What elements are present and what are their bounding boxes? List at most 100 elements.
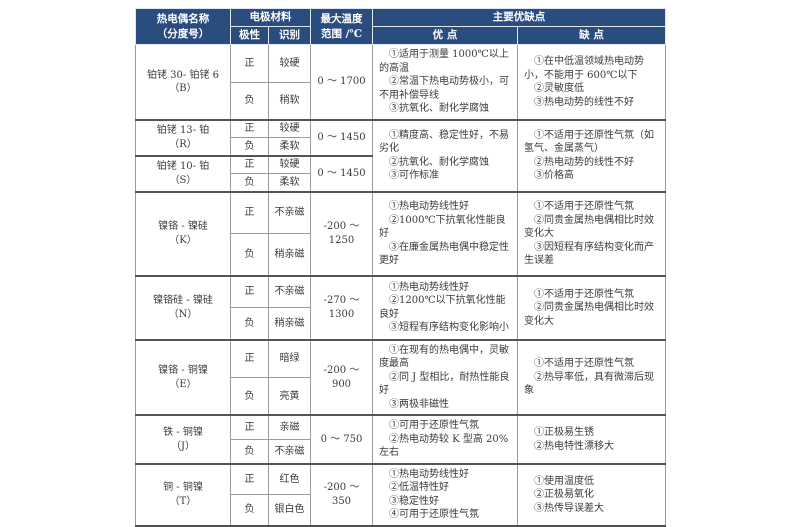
temp-range-cell: 0 ～ 1450 xyxy=(310,118,373,157)
table-row: 负 柔软 xyxy=(136,173,666,193)
identification-cell: 暗绿 xyxy=(268,338,311,379)
table-row: 铜 - 铜镍 （T） 正 红色 -200 ～ 350 ①热电动势线性好 ②低温特… xyxy=(135,462,666,527)
thermocouple-name: 镍铬硅 - 镍硅 （N） xyxy=(135,274,231,341)
pros-item: ②同 J 型相比，耐热性能良好 xyxy=(379,371,510,397)
polarity-cell: 正 xyxy=(230,190,269,235)
pros-item: ④可用于还原性气氛 xyxy=(389,509,479,521)
identification-cell: 亮黄 xyxy=(268,377,311,416)
pros-item: ③可作标准 xyxy=(389,170,439,182)
pros-item: ②热电动势较 K 型高 20% 左右 xyxy=(379,433,509,459)
pros-item: ②低温特性好 xyxy=(389,482,449,494)
table-row: 铁 - 铜镍 （J） 正 亲磁 0 ～ 750 ①可用于还原性气氛 ②热电动势较… xyxy=(135,414,666,465)
thermocouple-name: 铜 - 铜镍 （T） xyxy=(135,462,231,527)
identification-cell: 亲磁 xyxy=(268,414,311,441)
cons-item: ②同贵金属热电偶相比时效变化大 xyxy=(524,214,654,240)
col-header-temp-line1: 最大温度 xyxy=(320,12,363,25)
advantages-cell: ①热电动势线性好 ②1200℃以下抗氧化性能良好 ③短程有序结构变化影响小 xyxy=(372,274,518,341)
identification-cell: 较硬 xyxy=(268,154,311,175)
pros-item: ②1000℃下抗氧化性能良好 xyxy=(379,214,506,240)
disadvantages-cell: ①正极易生锈 ②热电特性漂移大 xyxy=(517,414,666,465)
table-row: 负 亮黄 xyxy=(136,377,666,416)
cons-item: ①不适用于还原性气氛（如氢气、金属蒸气） xyxy=(524,129,654,155)
cons-item: ②同贵金属热电偶相比时效变化大 xyxy=(524,302,654,327)
polarity-cell: 正 xyxy=(230,462,269,496)
pros-item: ①热电动势线性好 xyxy=(389,201,469,213)
advantages-cell: ①适用于测量 1000℃以上的高温 ②常温下热电动势极小，可不用补偿导线 ③抗氧… xyxy=(372,44,518,121)
temp-range-cell: -270 ～ 1300 xyxy=(310,274,373,341)
disadvantages-cell: ①不适用于还原性气氛 ②同贵金属热电偶相比时效变化大 ③因短程有序结构变化而产生… xyxy=(517,190,666,277)
cons-item: ①不适用于还原性气氛 xyxy=(534,358,634,370)
name-text: 镍铬 - 铜镍 xyxy=(158,365,208,377)
advantages-cell: ①在现有的热电偶中，灵敏度最高 ②同 J 型相比，耐热性能良好 ③两极非磁性 xyxy=(372,338,518,416)
thermocouple-name: 镍铬 - 镍硅 （K） xyxy=(135,190,231,277)
header-row-2: 极性 识别 优 点 缺 点 xyxy=(136,26,666,46)
pros-item: ③两极非磁性 xyxy=(389,398,449,410)
disadvantages-cell: ①不适用于还原性气氛（如氢气、金属蒸气） ②热电动势的线性不好 ③价格高 xyxy=(517,118,666,193)
col-header-pros-cons: 主要优缺点 xyxy=(372,7,666,28)
cons-item: ②热导率低，具有微滞后现象 xyxy=(524,371,654,397)
identification-cell: 红色 xyxy=(268,462,311,496)
thermocouple-name: 铂铑 30- 铂铑 6 （B） xyxy=(135,44,231,121)
identification-cell: 较硬 xyxy=(268,118,311,139)
polarity-cell: 负 xyxy=(230,439,269,465)
advantages-cell: ①热电动势线性好 ②低温特性好 ③稳定性好 ④可用于还原性气氛 xyxy=(372,462,518,527)
thermocouple-name: 铁 - 铜镍 （J） xyxy=(135,414,231,465)
col-header-name: 热电偶名称 （分度号） xyxy=(135,7,231,46)
thermocouple-table-container: 热电偶名称 （分度号） 电极材料 最大温度 范围 /℃ 主要优缺点 极性 识别 … xyxy=(135,7,666,527)
table-row: 镍铬 - 铜镍 （E） 正 暗绿 -200 ～ 900 ①在现有的热电偶中，灵敏… xyxy=(135,338,666,416)
cons-item: ①使用温度低 xyxy=(534,475,594,487)
advantages-cell: ①可用于还原性气氛 ②热电动势较 K 型高 20% 左右 xyxy=(372,414,518,465)
polarity-cell: 负 xyxy=(230,137,269,157)
thermocouple-name: 铂铑 10- 铂 （S） xyxy=(135,154,231,193)
polarity-cell: 正 xyxy=(230,414,269,441)
name-text: 铂铑 30- 铂铑 6 xyxy=(146,69,219,81)
polarity-cell: 正 xyxy=(230,338,269,379)
cons-item: ③热传导误差大 xyxy=(534,502,604,514)
identification-cell: 稍软 xyxy=(268,81,311,121)
identification-cell: 稍亲磁 xyxy=(268,233,311,277)
thermocouple-name: 镍铬 - 铜镍 （E） xyxy=(135,338,231,416)
code-text: （R） xyxy=(169,138,197,150)
table-row: 镍铬硅 - 镍硅 （N） 正 不亲磁 -270 ～ 1300 ①热电动势线性好 … xyxy=(135,274,666,341)
pros-item: ②常温下热电动势极小，可不用补偿导线 xyxy=(379,76,509,101)
table-row: 铂铑 13- 铂 （R） 正 较硬 0 ～ 1450 ①精度高、稳定性好，不易劣… xyxy=(135,118,666,193)
cons-item: ①正极易生锈 xyxy=(534,427,594,439)
col-header-polarity: 极性 xyxy=(230,26,269,46)
cons-item: ③价格高 xyxy=(534,170,574,182)
pros-item: ①在现有的热电偶中，灵敏度最高 xyxy=(379,344,509,370)
temp-range-cell: -200 ～ 1250 xyxy=(310,190,373,277)
pros-item: ①精度高、稳定性好，不易劣化 xyxy=(379,129,509,155)
name-text: 铂铑 10- 铂 xyxy=(156,161,210,173)
code-text: （T） xyxy=(169,495,197,507)
identification-cell: 柔软 xyxy=(268,137,311,157)
pros-item: ③短程有序结构变化影响小 xyxy=(389,322,509,334)
col-header-temp-line2: 范围 /℃ xyxy=(320,27,363,40)
thermocouple-name: 铂铑 13- 铂 （R） xyxy=(135,118,231,157)
cons-item: ①不适用于还原性气氛 xyxy=(534,288,634,300)
advantages-cell: ①热电动势线性好 ②1000℃下抗氧化性能良好 ③在廉金属热电偶中稳定性更好 xyxy=(372,190,518,277)
temp-range-cell: -200 ～ 350 xyxy=(310,462,373,527)
cons-item: ②正极易氧化 xyxy=(534,489,594,501)
col-header-cons: 缺 点 xyxy=(517,26,666,46)
cons-item: ②热电动势的线性不好 xyxy=(534,156,634,168)
col-header-electrode: 电极材料 xyxy=(230,7,311,28)
thermocouple-table: 热电偶名称 （分度号） 电极材料 最大温度 范围 /℃ 主要优缺点 极性 识别 … xyxy=(135,7,666,527)
pros-item: ②抗氧化、耐化学腐蚀 xyxy=(389,156,489,168)
polarity-cell: 负 xyxy=(230,377,269,416)
table-row: 负 不亲磁 xyxy=(136,439,666,465)
temp-range-cell: -200 ～ 900 xyxy=(310,338,373,416)
pros-item: ③抗氧化、耐化学腐蚀 xyxy=(389,103,489,115)
code-text: （S） xyxy=(169,174,197,186)
polarity-cell: 负 xyxy=(230,307,269,341)
identification-cell: 不亲磁 xyxy=(268,274,311,309)
table-row: 负 稍亲磁 xyxy=(136,233,666,277)
pros-item: ②1200℃以下抗氧化性能良好 xyxy=(379,295,506,320)
polarity-cell: 正 xyxy=(230,44,269,83)
polarity-cell: 正 xyxy=(230,154,269,175)
header-row-1: 热电偶名称 （分度号） 电极材料 最大温度 范围 /℃ 主要优缺点 xyxy=(135,7,666,46)
pros-item: ①热电动势线性好 xyxy=(389,281,469,293)
col-header-temp: 最大温度 范围 /℃ xyxy=(310,7,373,46)
name-text: 铜 - 铜镍 xyxy=(163,482,203,494)
name-text: 铁 - 铜镍 xyxy=(163,427,203,439)
table-row: 铂铑 30- 铂铑 6 （B） 正 较硬 0 ～ 1700 ①适用于测量 100… xyxy=(135,44,666,121)
